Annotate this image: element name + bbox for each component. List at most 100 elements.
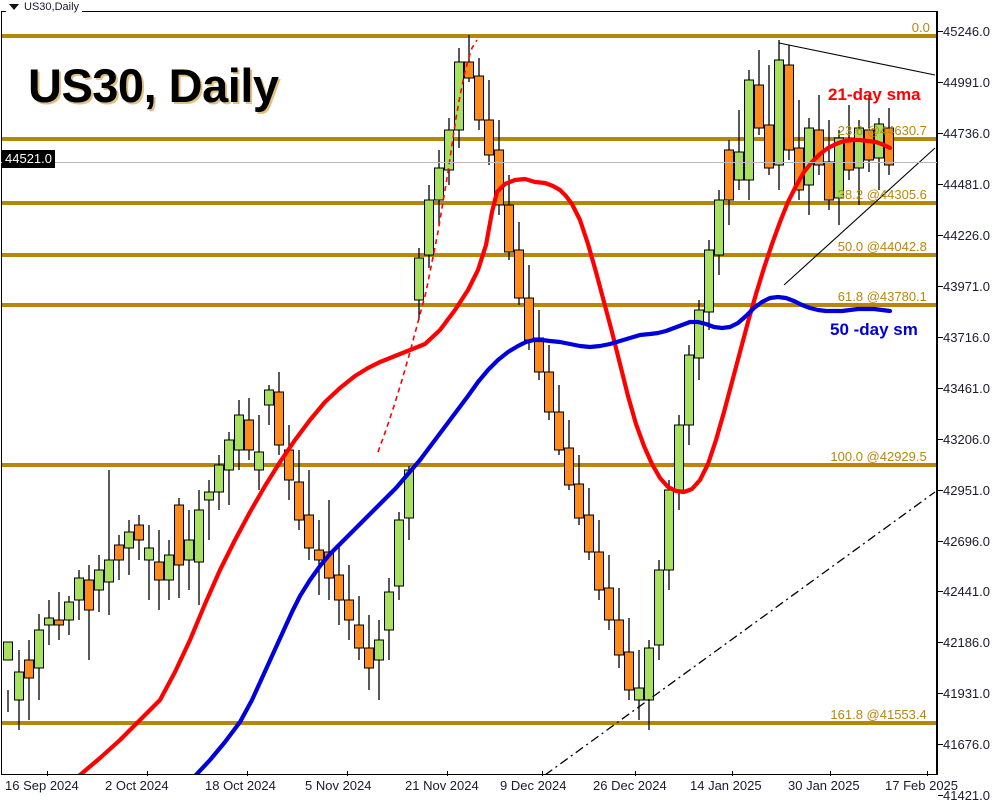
candlestick [424, 185, 434, 268]
candlestick [514, 222, 524, 305]
candlestick [164, 540, 174, 600]
price-tick-label: 41421.0 [943, 788, 990, 803]
candlestick [314, 520, 324, 595]
date-tick-label: 5 Nov 2024 [305, 778, 372, 793]
candlestick [574, 455, 584, 525]
date-tick-mark [542, 771, 543, 776]
candlestick [264, 385, 274, 425]
candlestick [724, 140, 734, 225]
price-axis[interactable]: 45246.0 44991.0 44736.0 44481.0 44226.0 43971… [938, 11, 1000, 803]
price-tick-mark [938, 336, 943, 338]
candlestick [294, 450, 304, 530]
candlestick [704, 240, 714, 330]
candlestick [834, 130, 844, 225]
chevron-down-icon[interactable] [9, 4, 19, 10]
date-tick-label: 14 Jan 2025 [690, 778, 762, 793]
fib-level-label: 0.0 [911, 20, 930, 35]
candlestick [814, 95, 824, 175]
candlestick [774, 40, 784, 190]
fib-level-label: 38.2 @44305.6 [837, 187, 927, 202]
date-tick-label: 2 Oct 2024 [105, 778, 169, 793]
date-tick-mark [447, 771, 448, 776]
price-tick-mark [938, 489, 943, 491]
candlestick [684, 345, 694, 445]
sma-50-line [193, 294, 893, 774]
candlestick [544, 345, 554, 420]
fib-level-label: 161.8 @41553.4 [830, 707, 927, 722]
candlestick [374, 620, 384, 700]
price-axis-line [937, 11, 938, 775]
price-tick-mark [938, 693, 943, 695]
symbol-tag-label: US30,Daily [24, 1, 80, 13]
page-title: US30, Daily [28, 59, 279, 112]
candlestick [324, 500, 334, 600]
candlestick [24, 640, 34, 720]
price-tick-label: 42186.0 [943, 635, 990, 651]
sma-21-legend: 21-day sma [828, 85, 921, 104]
candlestick [3, 641, 13, 712]
candlestick [74, 570, 84, 620]
symbol-tag[interactable]: US30,Daily [6, 1, 83, 13]
dash-dot-support-line [545, 491, 936, 774]
date-tick-mark [47, 771, 48, 776]
price-tick-mark [938, 81, 943, 83]
candlestick [714, 190, 724, 275]
candlestick [564, 420, 574, 490]
fib-level-label: 23.6 @44630.7 [837, 123, 927, 138]
candlestick [644, 640, 654, 730]
candlestick [214, 455, 224, 510]
fib-level-label: 100.0 @42929.5 [830, 449, 927, 464]
candlestick [124, 520, 134, 575]
candlestick [284, 425, 294, 500]
candlestick [484, 80, 494, 165]
current-price-line [1, 162, 937, 163]
price-tick-label: 41931.0 [943, 686, 990, 702]
sma-50-legend: 50 -day sm [830, 320, 918, 339]
candlestick [864, 95, 874, 172]
price-tick-mark [938, 132, 943, 134]
candlestick [114, 535, 124, 580]
date-tick-mark [732, 771, 733, 776]
candlestick [134, 515, 144, 560]
candlestick [444, 118, 454, 185]
candlestick [274, 372, 284, 455]
price-tick-mark [938, 438, 943, 440]
fib-level-label: 50.0 @44042.8 [837, 239, 927, 254]
ascending-trendline-wedge [783, 147, 936, 286]
candlestick [694, 300, 704, 380]
candlestick [254, 415, 264, 490]
price-tick-mark [938, 795, 943, 797]
candlestick [534, 310, 544, 380]
sma-21-projection-dotted [377, 39, 478, 453]
candlestick [754, 50, 764, 135]
candlestick [354, 596, 364, 660]
date-tick-mark [830, 771, 831, 776]
candlestick [654, 560, 664, 660]
price-tick-label: 44736.0 [943, 125, 990, 141]
candlestick [554, 385, 564, 455]
date-tick-label: 26 Dec 2024 [593, 778, 667, 793]
candlestick [194, 490, 204, 605]
fibonacci-lines [2, 34, 936, 725]
candlestick [104, 470, 114, 615]
candlestick [664, 480, 674, 590]
price-tick-label: 44226.0 [943, 227, 990, 243]
candlestick [594, 520, 604, 600]
price-tick-mark [938, 591, 943, 593]
candlestick [244, 398, 254, 460]
price-tick-label: 42951.0 [943, 482, 990, 498]
candlestick [744, 70, 754, 200]
price-tick-mark [938, 285, 943, 287]
candlestick [234, 400, 244, 470]
candlestick [54, 592, 64, 640]
date-tick-label: 17 Feb 2025 [885, 778, 959, 793]
candlestick [14, 650, 24, 730]
date-tick-mark [635, 771, 636, 776]
candlestick [504, 175, 514, 260]
price-tick-mark [938, 234, 943, 236]
date-axis[interactable]: 16 Sep 2024 2 Oct 2024 18 Oct 2024 5 Nov 20… [0, 771, 1000, 800]
sma-21-line [77, 137, 893, 774]
candlestick [464, 35, 474, 82]
